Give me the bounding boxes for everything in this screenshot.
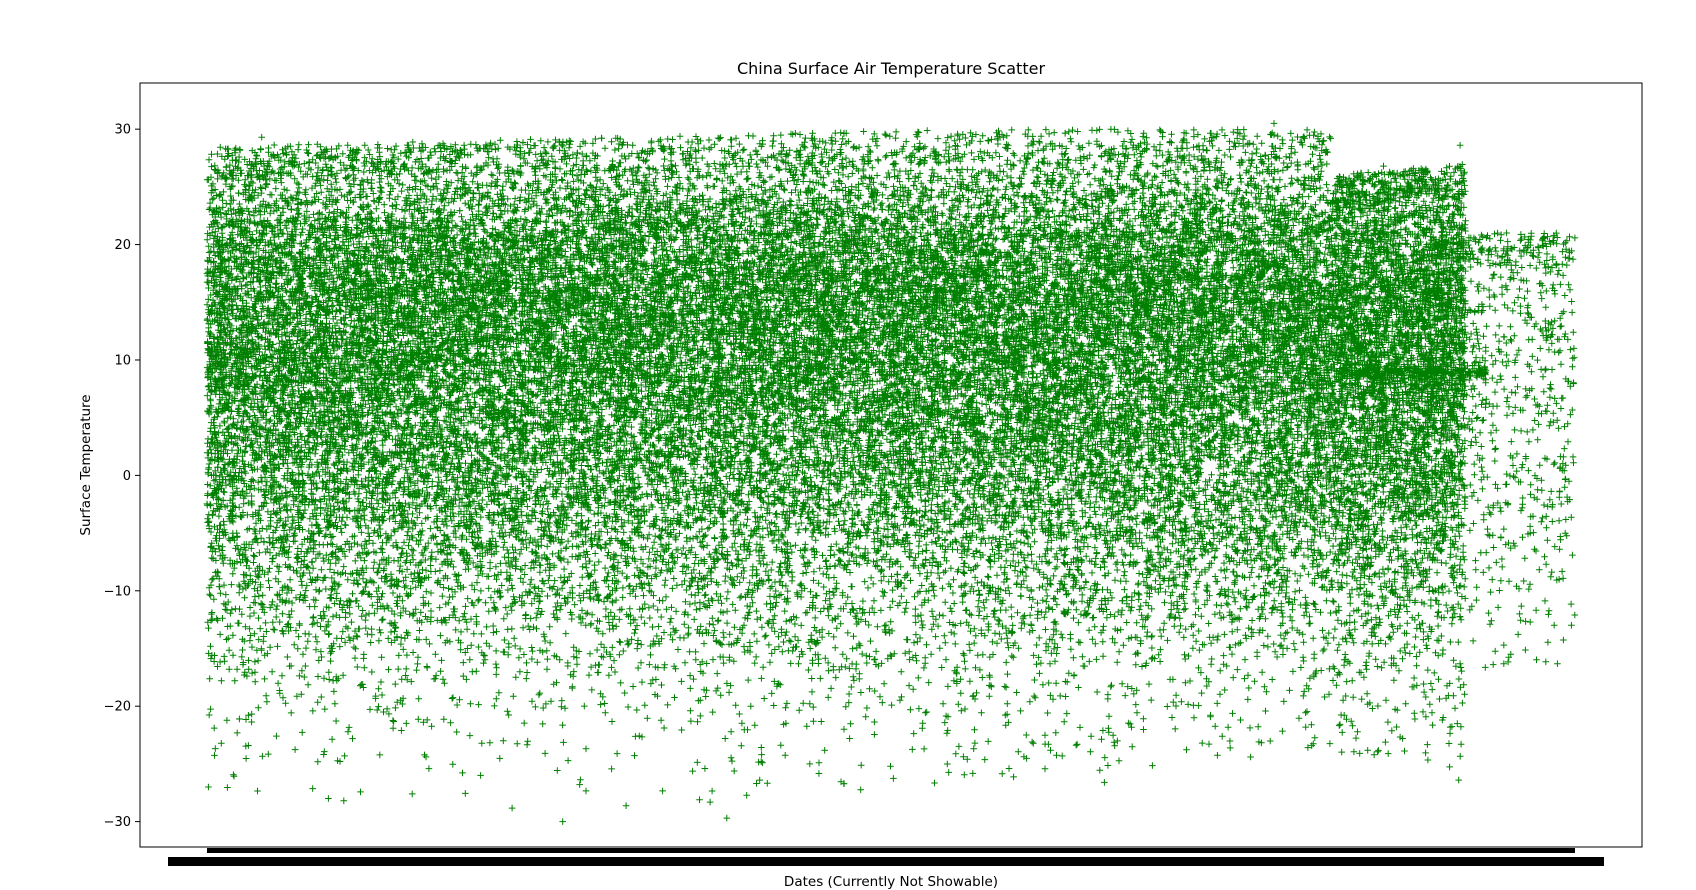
scatter-points-path [203, 120, 1579, 825]
y-tick-label: 30 [114, 123, 131, 138]
y-tick-label: −20 [104, 700, 131, 715]
x-tick-labels-band [168, 857, 1604, 866]
y-tick-label: 20 [114, 238, 131, 253]
y-axis-ticks: −30 −20 −10 0 10 20 30 [104, 123, 140, 830]
data-points [203, 120, 1579, 825]
x-tick-marks-band [207, 848, 1575, 853]
y-tick-label: −30 [104, 815, 131, 830]
plot-area-frame [139, 82, 1643, 848]
y-axis-label: Surface Temperature [78, 394, 94, 535]
y-tick-label: −10 [104, 584, 131, 599]
y-tick-label: 10 [114, 353, 131, 368]
x-axis-ticks [168, 848, 1604, 866]
chart-title: China Surface Air Temperature Scatter [737, 59, 1045, 78]
y-tick-label: 0 [123, 469, 131, 484]
x-axis-label: Dates (Currently Not Showable) [784, 874, 998, 890]
